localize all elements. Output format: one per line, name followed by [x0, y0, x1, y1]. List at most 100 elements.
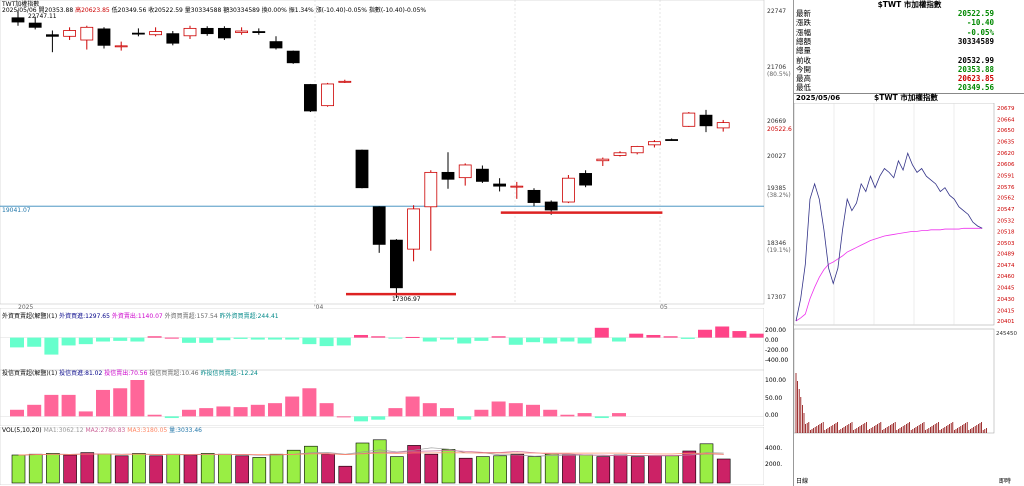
bar — [508, 403, 523, 417]
quote-label: 最新 — [796, 9, 811, 18]
vol-ma5: MA1:3062.12 — [43, 427, 84, 434]
trust-panel-legend: 投信買賣超(解鹽)(1) 投信買進:81.02 投信賣出:70.56 投信買賣超… — [2, 370, 258, 377]
candle-body — [493, 183, 507, 187]
bar — [302, 337, 317, 345]
quote-label: 漲跌 — [796, 18, 811, 28]
quote-value: -10.40 — [966, 18, 994, 28]
candle-body — [510, 185, 524, 188]
intraday-axis-label: 20620 — [997, 151, 1015, 157]
bar — [371, 416, 386, 420]
price-axis-label: 21706 — [767, 64, 787, 71]
header-amplitude: 振1.34% — [288, 7, 314, 14]
intraday-axis-label: 20650 — [997, 128, 1015, 134]
trust-net: 投信買賣超:10.46 — [149, 370, 199, 377]
header-date: 2025/05/06 — [2, 7, 37, 14]
volume-bar — [132, 453, 146, 484]
max-label: 22747.11 — [28, 13, 57, 20]
volume-bar — [97, 453, 112, 484]
header-high: 高20623.85 — [75, 7, 110, 14]
bar — [302, 388, 317, 417]
bar — [474, 337, 489, 341]
bar — [577, 337, 592, 344]
price-axis-label: 22747 — [767, 8, 787, 15]
bar — [164, 416, 179, 419]
volume-bar — [527, 456, 542, 484]
intraday-vol-axis-label: 245450 — [996, 331, 1017, 337]
quote-value: 30334589 — [957, 36, 994, 46]
candle-body — [648, 141, 661, 146]
quote-value: 20623.85 — [957, 74, 994, 84]
intraday-title: $TWT 市加權指數 — [874, 93, 938, 102]
candle-body — [458, 164, 472, 179]
candle-body — [114, 45, 128, 48]
bar — [612, 337, 626, 342]
volume-bar — [682, 450, 697, 484]
quote-row: 總額 30334589 — [794, 37, 994, 47]
vol-axis-label: 4000. — [765, 445, 783, 452]
volume-bar — [372, 439, 387, 484]
quote-separator — [794, 93, 1024, 94]
main-chart-area: TWT加權指數 2025/05/06 開20353.88 高20623.85 低… — [0, 0, 792, 485]
quote-title: $TWT 市加權指數 — [877, 0, 942, 9]
bar — [233, 337, 248, 339]
quote-label: 總量 — [796, 46, 811, 56]
volume-bar — [407, 445, 421, 484]
candle-body — [217, 27, 231, 39]
fib-label: (38.2%) — [767, 192, 791, 199]
trust-axis-label: 0.00 — [765, 412, 779, 419]
volume-bar — [269, 453, 284, 484]
bar — [560, 337, 575, 342]
bar — [440, 337, 454, 340]
bar — [371, 336, 386, 338]
candle-body — [527, 189, 541, 203]
bar — [78, 411, 93, 417]
footer-realtime[interactable]: 即時 — [999, 478, 1012, 485]
bar — [698, 329, 712, 338]
candle-body — [355, 149, 369, 189]
bar — [629, 333, 644, 338]
foreign-panel-legend: 外資買賣超(解鹽)(1) 外資買進:1297.65 外資賣出:1140.07 外… — [2, 313, 279, 320]
volume-bar — [80, 452, 95, 484]
price-axis-label: 19385 — [767, 185, 787, 192]
candle-body — [475, 168, 489, 182]
quote-row: 前收 20532.99 — [794, 56, 994, 66]
symbol-label: TWT加權指數 — [2, 1, 40, 8]
candle-body — [372, 206, 386, 245]
header-amount: 額30334589 — [223, 7, 260, 14]
bar — [508, 337, 523, 345]
intraday-axis-label: 20474 — [997, 263, 1015, 269]
header-change: 漲(-10.40)-0.05% — [315, 7, 367, 14]
bar — [27, 404, 42, 417]
bar — [422, 337, 437, 342]
bar — [405, 396, 420, 417]
candle-body — [321, 83, 335, 107]
volume-bar — [166, 453, 181, 484]
vol-value: 量:3033.46 — [169, 427, 202, 434]
foreign-axis-label: -200.00 — [765, 347, 789, 354]
bar — [336, 337, 351, 346]
bar — [388, 337, 403, 339]
bar — [354, 334, 368, 338]
volume-ma-line — [18, 452, 724, 456]
volume-bar — [441, 449, 456, 484]
bar — [336, 416, 351, 418]
intraday-axis-label: 20606 — [997, 162, 1015, 168]
foreign-net: 外資買賣超:157.54 — [164, 313, 218, 320]
candle-body — [544, 201, 558, 211]
price-axis-label: 20669 — [767, 118, 787, 125]
quote-row: 總量 — [794, 46, 994, 56]
bar — [663, 336, 678, 338]
intraday-axis-label: 20415 — [997, 308, 1015, 314]
volume-bar — [613, 454, 628, 484]
bar — [526, 404, 540, 417]
vol-title: VOL(5,10,20) — [2, 427, 42, 434]
bar — [268, 403, 282, 417]
volume-bar — [544, 453, 559, 484]
quote-row: 最新 20522.59 — [794, 9, 994, 19]
quote-label: 漲幅 — [796, 27, 811, 37]
intraday-axis-label: 20503 — [997, 241, 1015, 247]
footer-daily[interactable]: 日線 — [796, 478, 809, 485]
volume-bar-chart — [0, 427, 764, 485]
bar — [749, 333, 764, 338]
candle-body — [716, 122, 730, 129]
